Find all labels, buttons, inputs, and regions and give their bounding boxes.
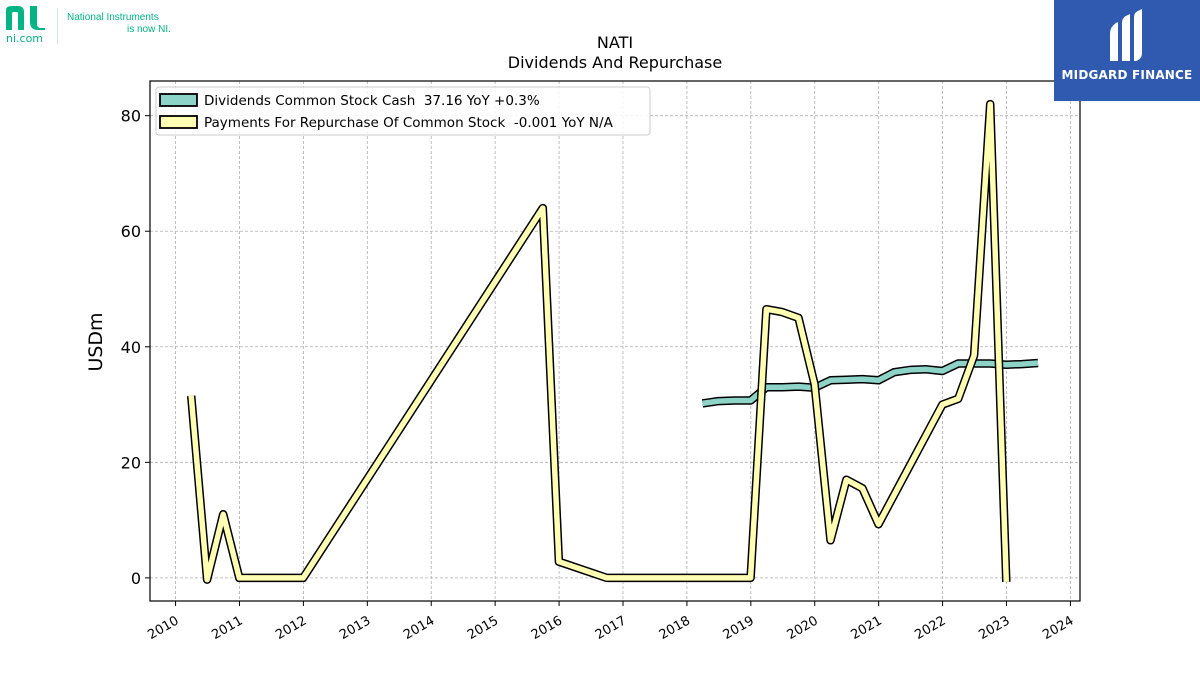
y-axis-label: USDm [85,312,107,371]
x-tick-label: 2024 [1040,613,1076,643]
legend-series-name: Dividends Common Stock Cash [204,93,415,109]
y-tick-label: 40 [121,338,141,357]
midgard-finance-logo: MIDGARD FINANCE [1054,0,1200,101]
y-tick-label: 80 [121,107,141,126]
legend-gap [415,93,424,109]
series-layer [186,99,1039,584]
midgard-logo-icon [1110,9,1142,61]
legend-box [155,86,651,136]
x-tick-label: 2015 [465,613,501,643]
ni-divider [57,8,58,44]
legend-series-stat: 37.16 YoY +0.3% [424,93,540,109]
x-tick-label: 2019 [721,613,757,643]
x-tick-label: 2021 [848,613,884,643]
x-tick-label: 2017 [593,613,629,643]
chart-title: NATI [597,33,633,52]
legend-series-name: Payments For Repurchase Of Common Stock [204,115,505,131]
legend-label-1: Payments For Repurchase Of Common Stock … [204,115,614,131]
y-axis: 0 20 40 60 80 [121,107,150,588]
x-tick-label: 2022 [912,613,948,643]
ni-logo: ni.com National Instruments is now NI. [4,4,204,46]
legend-swatch-1 [159,115,198,129]
x-axis: 2010 2011 2012 2013 2014 2015 2016 2017 2018 2019… [145,601,1076,643]
x-tick-label: 2012 [273,613,309,643]
chart-subtitle: Dividends And Repurchase [508,53,722,72]
plot-frame [149,80,1081,602]
ni-logo-icon [6,6,45,30]
x-tick-label: 2023 [976,613,1012,643]
ni-tagline-line2: is now NI. [127,24,171,35]
legend-label-0: Dividends Common Stock Cash 37.16 YoY +0… [204,93,540,109]
grid [150,81,1080,601]
x-tick-label: 2011 [209,613,245,643]
legend-series-stat: -0.001 YoY N/A [514,115,614,131]
x-tick-label: 2020 [785,613,821,643]
ni-domain: ni.com [6,32,44,45]
x-tick-label: 2014 [401,613,437,643]
y-tick-label: 60 [121,222,141,241]
series-line-1 [188,101,1010,583]
y-tick-label: 0 [131,569,141,588]
ni-tagline-line1: National Instruments [67,12,159,23]
midgard-finance-name: MIDGARD FINANCE [1061,68,1193,82]
x-tick-label: 2016 [529,613,565,643]
x-tick-label: 2018 [657,613,693,643]
legend-gap [505,115,514,131]
x-tick-label: 2013 [337,613,373,643]
x-tick-label: 2010 [145,613,181,643]
legend-swatch-0 [159,93,198,107]
y-tick-label: 20 [121,453,141,472]
legend: Dividends Common Stock Cash 37.16 YoY +0… [155,86,651,136]
